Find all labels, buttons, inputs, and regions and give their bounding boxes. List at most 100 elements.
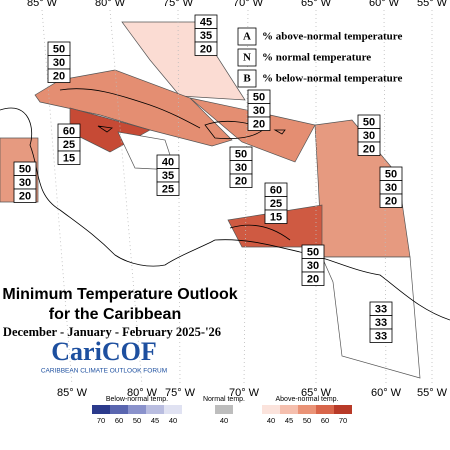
probability: 25 — [270, 198, 282, 210]
colorbar-label: Normal temp. — [203, 396, 245, 403]
logo-tagline: CARIBBEAN CLIMATE OUTLOOK FORUM — [41, 368, 167, 375]
probability: 30 — [253, 105, 265, 117]
longitude-label: 60° W — [371, 387, 402, 399]
probability: 15 — [270, 211, 282, 223]
longitude-label: 65° W — [301, 387, 332, 399]
region — [121, 21, 246, 101]
box-cell — [47, 68, 71, 83]
colorbar-tick: 40 — [267, 416, 275, 425]
colorbar-swatch — [146, 405, 164, 414]
probability: 30 — [53, 57, 65, 69]
key-text: % above-normal temperature — [262, 31, 402, 43]
colorbar-swatch — [128, 405, 146, 414]
probability: 30 — [307, 260, 319, 272]
probability: 20 — [253, 118, 265, 130]
box-cell — [369, 328, 393, 343]
probability: 50 — [53, 43, 65, 55]
longitude-label: 70° W — [233, 0, 264, 9]
colorbar-swatch — [110, 405, 128, 414]
longitude-label: 55° W — [417, 387, 448, 399]
colorbar-tick: 50 — [133, 416, 141, 425]
colorbar-tick: 45 — [151, 416, 159, 425]
longitude-label: 80° W — [127, 387, 158, 399]
colorbar-tick: 45 — [285, 416, 293, 425]
colorbar-tick: 70 — [97, 416, 105, 425]
probability: 20 — [53, 70, 65, 82]
longitude-label: 80° W — [95, 0, 126, 9]
probability: 50 — [253, 91, 265, 103]
probability: 20 — [200, 43, 212, 55]
box-cell — [301, 271, 325, 286]
key-letter: N — [243, 52, 251, 64]
colorbar-tick: 40 — [220, 416, 228, 425]
probability: 15 — [63, 152, 75, 164]
logo-name: CariCOF — [51, 337, 156, 366]
probability: 50 — [19, 163, 31, 175]
box-cell — [194, 41, 218, 56]
meridian — [177, 9, 181, 386]
title-line: Minimum Temperature Outlook — [2, 286, 237, 303]
probability: 35 — [162, 170, 174, 182]
colorbar-label: Above-normal temp. — [275, 396, 338, 403]
longitude-label: 55° W — [417, 0, 448, 9]
probability: 20 — [235, 175, 247, 187]
probability: 50 — [363, 116, 375, 128]
box-cell — [357, 141, 381, 156]
colorbar-swatch — [334, 405, 352, 414]
key-box — [237, 69, 257, 88]
key-letter: A — [243, 31, 251, 43]
colorbar-tick: 40 — [169, 416, 177, 425]
probability: 50 — [235, 148, 247, 160]
colorbar-label: Below-normal temp. — [106, 396, 168, 403]
title-line: December - January - February 2025-'26 — [3, 325, 221, 339]
colorbar-swatch — [215, 405, 233, 414]
title-block: Minimum Temperature Outlook for the Cari… — [2, 286, 237, 375]
probability: 20 — [363, 143, 375, 155]
key-text: % below-normal temperature — [262, 73, 402, 85]
probability: 20 — [307, 273, 319, 285]
probability: 50 — [385, 168, 397, 180]
key-box — [237, 27, 257, 46]
probability: 20 — [385, 195, 397, 207]
box-cell — [229, 173, 253, 188]
probability: 45 — [200, 16, 212, 28]
colorbar-swatch — [280, 405, 298, 414]
colorbar-swatch — [298, 405, 316, 414]
box-cell — [57, 150, 81, 165]
probability: 50 — [307, 246, 319, 258]
key: A % above-normal temperature N % normal tem… — [237, 27, 402, 88]
longitude-label: 75° W — [163, 0, 194, 9]
probability: 30 — [363, 130, 375, 142]
key-text: % normal temperature — [262, 52, 371, 64]
probability: 25 — [63, 139, 75, 151]
title-line: for the Caribbean — [49, 306, 181, 323]
longitude-label: 60° W — [369, 0, 400, 9]
probability: 60 — [270, 184, 282, 196]
box-cell — [247, 116, 271, 131]
probability: 20 — [19, 190, 31, 202]
probability: 33 — [375, 317, 387, 329]
colorbar-swatch — [164, 405, 182, 414]
colorbar-tick: 70 — [339, 416, 347, 425]
colorbar-tick: 50 — [303, 416, 311, 425]
colorbar: Below-normal temp. 70 60 50 45 40 Normal temp.… — [92, 396, 352, 425]
probability: 33 — [375, 303, 387, 315]
meridian — [41, 9, 73, 386]
key-box — [237, 48, 257, 67]
probability: 60 — [63, 125, 75, 137]
box-cell — [156, 181, 180, 196]
meridian — [243, 9, 249, 386]
colorbar-swatch — [92, 405, 110, 414]
colorbar-swatch — [316, 405, 334, 414]
longitude-label: 85° W — [27, 0, 58, 9]
box-cell — [264, 209, 288, 224]
